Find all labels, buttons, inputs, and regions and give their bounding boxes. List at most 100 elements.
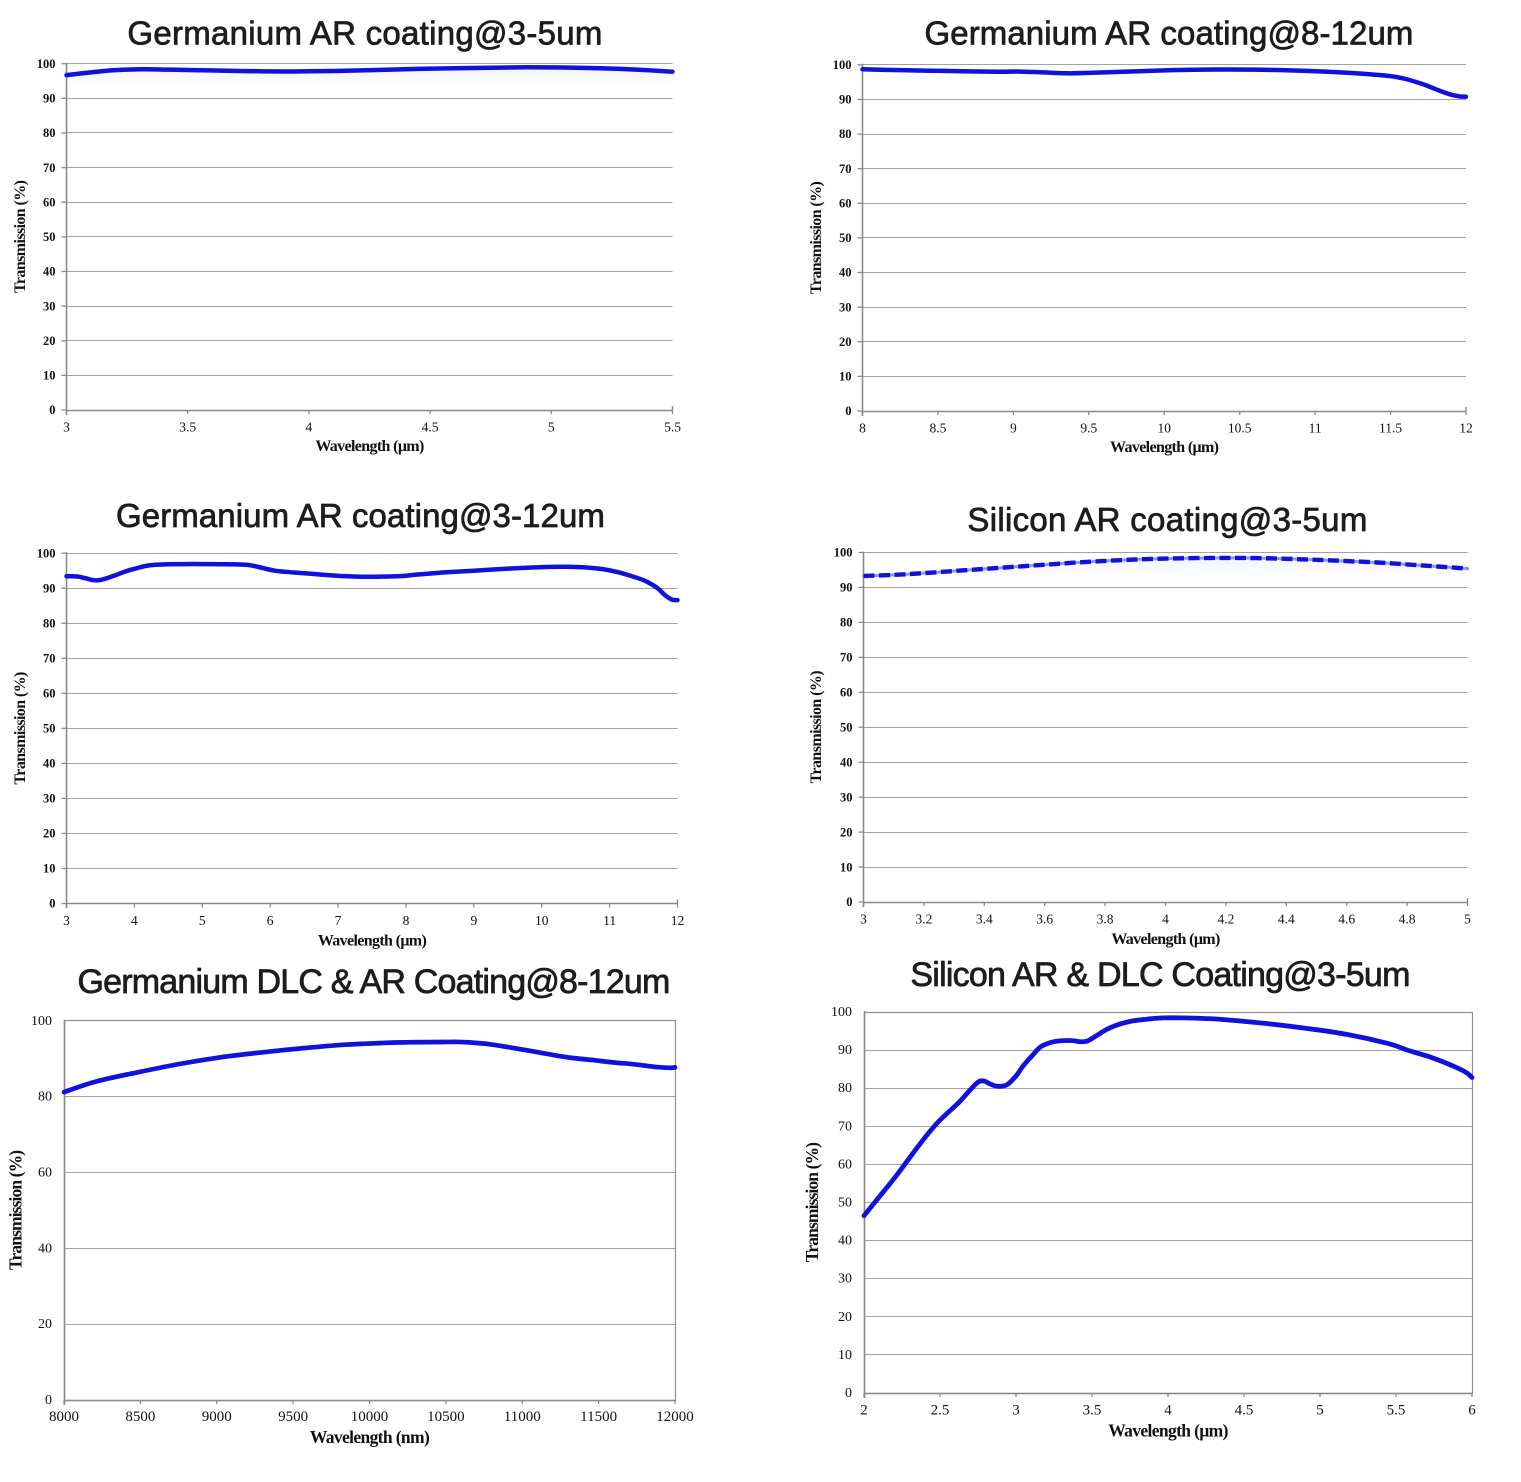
svg-text:Transmission (%): Transmission (%) xyxy=(12,180,29,293)
svg-text:10: 10 xyxy=(839,370,852,384)
svg-text:12000: 12000 xyxy=(656,1409,694,1425)
svg-text:20: 20 xyxy=(43,334,56,348)
svg-text:0: 0 xyxy=(49,403,55,417)
svg-text:11500: 11500 xyxy=(580,1409,617,1425)
svg-text:70: 70 xyxy=(43,161,56,175)
svg-text:4: 4 xyxy=(1164,1402,1172,1418)
svg-text:Transmission (%): Transmission (%) xyxy=(6,1150,26,1270)
svg-text:8500: 8500 xyxy=(125,1409,155,1425)
svg-text:100: 100 xyxy=(37,546,56,560)
svg-text:Wavelength (μm): Wavelength (μm) xyxy=(1110,439,1219,456)
svg-text:10500: 10500 xyxy=(427,1409,465,1425)
svg-text:5: 5 xyxy=(1316,1402,1324,1418)
svg-text:80: 80 xyxy=(840,616,853,630)
svg-text:4.4: 4.4 xyxy=(1278,912,1295,927)
svg-text:40: 40 xyxy=(840,755,853,769)
svg-text:40: 40 xyxy=(38,1241,52,1256)
svg-text:4: 4 xyxy=(131,913,138,928)
svg-text:0: 0 xyxy=(846,895,852,909)
svg-text:90: 90 xyxy=(43,581,56,595)
svg-text:50: 50 xyxy=(839,231,852,245)
svg-text:60: 60 xyxy=(43,195,56,209)
svg-text:20: 20 xyxy=(840,825,853,839)
svg-text:70: 70 xyxy=(43,651,56,665)
svg-text:80: 80 xyxy=(43,126,56,140)
svg-text:30: 30 xyxy=(43,792,56,806)
svg-text:Silicon AR & DLC Coating@3-5um: Silicon AR & DLC Coating@3-5um xyxy=(910,956,1409,994)
svg-text:60: 60 xyxy=(38,1165,52,1180)
svg-text:40: 40 xyxy=(838,1234,852,1249)
svg-text:50: 50 xyxy=(838,1196,852,1211)
svg-text:0: 0 xyxy=(845,1386,852,1401)
svg-text:Silicon AR coating@3-5um: Silicon AR coating@3-5um xyxy=(967,501,1367,538)
svg-text:9: 9 xyxy=(470,913,477,928)
svg-text:10.5: 10.5 xyxy=(1228,421,1252,436)
svg-text:3.5: 3.5 xyxy=(1083,1402,1102,1418)
svg-text:Wavelength (μm): Wavelength (μm) xyxy=(1108,1421,1228,1441)
svg-text:0: 0 xyxy=(49,897,55,911)
svg-text:30: 30 xyxy=(43,299,56,313)
svg-text:Wavelength (μm): Wavelength (μm) xyxy=(315,438,424,455)
svg-text:4.5: 4.5 xyxy=(1235,1402,1254,1418)
svg-text:3: 3 xyxy=(63,913,70,928)
svg-text:8.5: 8.5 xyxy=(930,421,947,436)
svg-text:40: 40 xyxy=(43,757,56,771)
svg-text:11: 11 xyxy=(1309,421,1322,436)
svg-text:50: 50 xyxy=(43,722,56,736)
svg-text:3: 3 xyxy=(860,912,867,927)
svg-text:20: 20 xyxy=(838,1310,852,1325)
svg-text:Wavelength (μm): Wavelength (μm) xyxy=(1111,931,1220,948)
svg-text:2.5: 2.5 xyxy=(931,1402,950,1418)
svg-text:3.6: 3.6 xyxy=(1036,912,1053,927)
svg-text:8: 8 xyxy=(403,913,410,928)
svg-text:30: 30 xyxy=(840,790,853,804)
svg-text:60: 60 xyxy=(838,1157,852,1172)
svg-text:5.5: 5.5 xyxy=(664,420,681,435)
svg-text:20: 20 xyxy=(839,335,852,349)
svg-text:50: 50 xyxy=(43,230,56,244)
svg-text:Germanium AR coating@3-12um: Germanium AR coating@3-12um xyxy=(116,497,605,534)
svg-text:4.8: 4.8 xyxy=(1399,912,1416,927)
svg-text:5.5: 5.5 xyxy=(1387,1402,1406,1418)
svg-text:50: 50 xyxy=(840,720,853,734)
svg-text:100: 100 xyxy=(833,58,852,72)
svg-text:Transmission (%): Transmission (%) xyxy=(808,671,825,784)
svg-text:3.8: 3.8 xyxy=(1097,912,1114,927)
svg-text:11: 11 xyxy=(603,913,616,928)
svg-text:6: 6 xyxy=(1468,1402,1476,1418)
svg-text:10: 10 xyxy=(1158,421,1172,436)
svg-text:3: 3 xyxy=(1012,1402,1020,1418)
svg-text:8: 8 xyxy=(859,421,866,436)
svg-text:20: 20 xyxy=(43,827,56,841)
svg-text:Germanium AR coating@3-5um: Germanium AR coating@3-5um xyxy=(127,15,602,52)
svg-text:7: 7 xyxy=(335,913,342,928)
svg-text:3.4: 3.4 xyxy=(976,912,993,927)
svg-text:90: 90 xyxy=(838,1043,852,1058)
svg-text:100: 100 xyxy=(831,1005,852,1020)
svg-text:90: 90 xyxy=(839,93,852,107)
svg-text:Transmission (%): Transmission (%) xyxy=(802,1142,822,1262)
svg-text:Wavelength (nm): Wavelength (nm) xyxy=(310,1427,430,1447)
svg-text:6: 6 xyxy=(267,913,274,928)
svg-text:10: 10 xyxy=(840,860,853,874)
svg-text:11000: 11000 xyxy=(504,1409,541,1425)
svg-text:0: 0 xyxy=(845,404,851,418)
svg-text:40: 40 xyxy=(839,266,852,280)
svg-text:4.2: 4.2 xyxy=(1217,912,1234,927)
svg-text:4: 4 xyxy=(1162,912,1169,927)
svg-text:60: 60 xyxy=(839,196,852,210)
svg-text:3: 3 xyxy=(63,420,70,435)
svg-text:10: 10 xyxy=(43,369,56,383)
svg-text:80: 80 xyxy=(38,1090,52,1105)
svg-text:12: 12 xyxy=(671,913,685,928)
svg-text:Transmission (%): Transmission (%) xyxy=(12,672,29,785)
svg-text:4.6: 4.6 xyxy=(1338,912,1355,927)
svg-text:9500: 9500 xyxy=(278,1409,308,1425)
svg-text:12: 12 xyxy=(1459,421,1473,436)
svg-text:90: 90 xyxy=(840,581,853,595)
svg-text:100: 100 xyxy=(834,546,853,560)
svg-text:60: 60 xyxy=(43,687,56,701)
svg-text:70: 70 xyxy=(838,1119,852,1134)
svg-text:9.5: 9.5 xyxy=(1080,421,1097,436)
svg-text:9: 9 xyxy=(1010,421,1017,436)
